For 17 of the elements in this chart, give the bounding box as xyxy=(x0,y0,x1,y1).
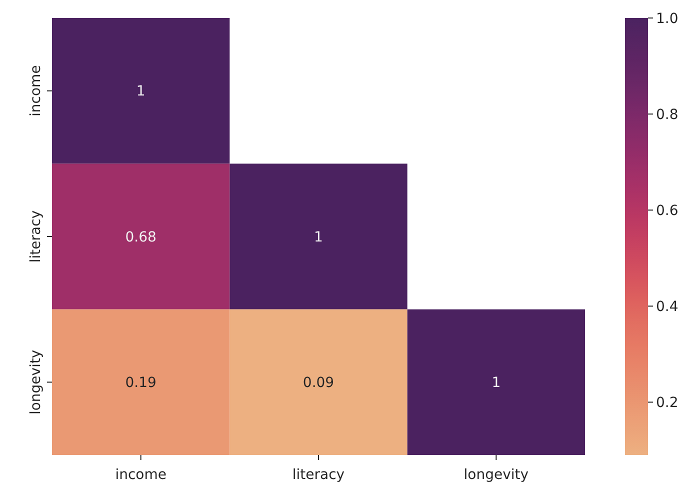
data-label: 1 xyxy=(492,375,501,392)
y-tick-label: longevity xyxy=(28,350,44,415)
x-tick-label: literacy xyxy=(292,467,345,483)
x-tick-label: longevity xyxy=(464,467,529,483)
color-bar-label: 0.6 xyxy=(656,202,678,219)
data-label: 1 xyxy=(136,84,146,100)
data-label: 1 xyxy=(314,229,323,246)
color-bar-label: 0.4 xyxy=(656,299,678,316)
y-tick-label: income xyxy=(28,65,44,116)
color-bar-label: 0.2 xyxy=(656,395,678,412)
x-tick-label: income xyxy=(115,467,166,483)
y-tick-label: literacy xyxy=(28,210,44,263)
color-bar-label: 0.8 xyxy=(656,106,678,123)
data-label: 0.09 xyxy=(302,375,334,392)
data-label: 0.19 xyxy=(125,375,156,392)
data-label: 0.68 xyxy=(125,229,156,246)
color-bar-label: 1.0 xyxy=(656,10,678,27)
